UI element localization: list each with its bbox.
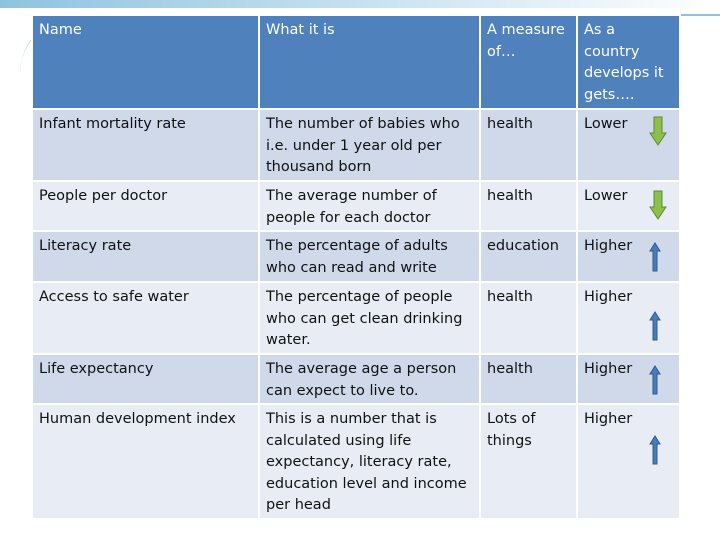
- up-arrow-icon: [649, 435, 661, 465]
- direction-label: Lower: [584, 188, 628, 204]
- cell-measure: health: [479, 281, 578, 355]
- up-arrow-icon: [649, 311, 661, 341]
- down-arrow-icon: [649, 116, 667, 146]
- cell-measure: health: [479, 108, 578, 182]
- cell-name: Life expectancy: [31, 353, 260, 405]
- cell-what: The percentage of people who can get cle…: [258, 281, 481, 355]
- cell-what: The number of babies who i.e. under 1 ye…: [258, 108, 481, 182]
- table-row: Life expectancy The average age a person…: [31, 353, 681, 405]
- direction-label: Higher: [584, 289, 633, 305]
- cell-name: Infant mortality rate: [31, 108, 260, 182]
- up-arrow-icon: [649, 242, 661, 272]
- cell-name: People per doctor: [31, 180, 260, 232]
- table-row: People per doctor The average number of …: [31, 180, 681, 232]
- up-arrow-icon: [649, 365, 661, 395]
- direction-label: Higher: [584, 361, 633, 377]
- cell-measure: education: [479, 230, 578, 283]
- development-indicators-table: Name What it is A measure of… As a count…: [31, 14, 681, 520]
- direction-label: Higher: [584, 411, 633, 427]
- direction-label: Lower: [584, 116, 628, 132]
- cell-direction: Higher: [576, 353, 681, 405]
- cell-direction: Higher: [576, 230, 681, 283]
- cell-what: This is a number that is calculated usin…: [258, 403, 481, 520]
- cell-name: Literacy rate: [31, 230, 260, 283]
- header-measure-of: A measure of…: [479, 14, 578, 110]
- direction-label: Higher: [584, 238, 633, 254]
- cell-measure: health: [479, 180, 578, 232]
- cell-direction: Lower: [576, 180, 681, 232]
- cell-what: The average age a person can expect to l…: [258, 353, 481, 405]
- cell-name: Human development index: [31, 403, 260, 520]
- header-what-it-is: What it is: [258, 14, 481, 110]
- table-header-row: Name What it is A measure of… As a count…: [31, 14, 681, 110]
- top-accent-bar: [0, 0, 720, 8]
- down-arrow-icon: [649, 190, 667, 220]
- cell-name: Access to safe water: [31, 281, 260, 355]
- table-row: Human development index This is a number…: [31, 403, 681, 520]
- cell-direction: Lower: [576, 108, 681, 182]
- cell-direction: Higher: [576, 403, 681, 520]
- header-develops: As a country develops it gets….: [576, 14, 681, 110]
- table-row: Literacy rate The percentage of adults w…: [31, 230, 681, 283]
- cell-measure: health: [479, 353, 578, 405]
- cell-direction: Higher: [576, 281, 681, 355]
- table-row: Access to safe water The percentage of p…: [31, 281, 681, 355]
- table-row: Infant mortality rate The number of babi…: [31, 108, 681, 182]
- cell-what: The average number of people for each do…: [258, 180, 481, 232]
- cell-measure: Lots of things: [479, 403, 578, 520]
- header-name: Name: [31, 14, 260, 110]
- cell-what: The percentage of adults who can read an…: [258, 230, 481, 283]
